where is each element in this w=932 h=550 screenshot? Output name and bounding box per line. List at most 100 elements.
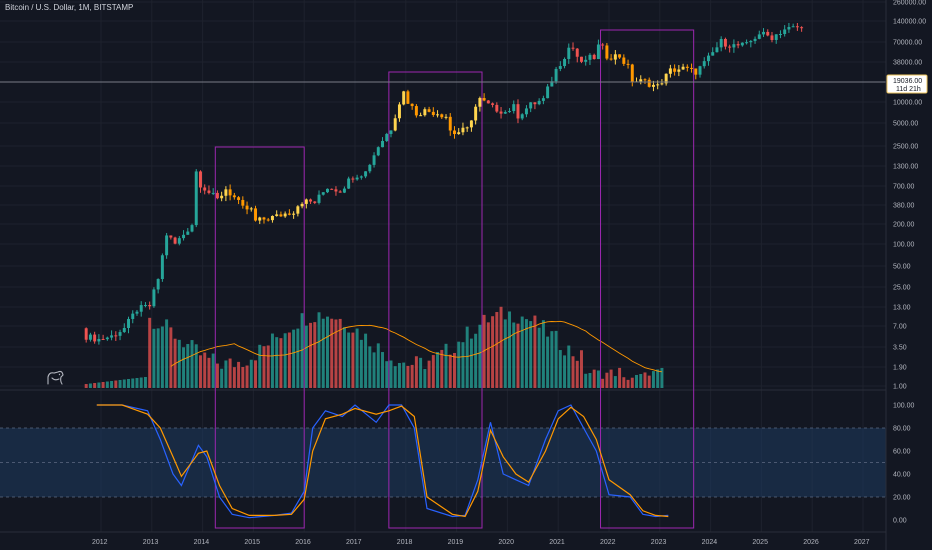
cycle-box[interactable] xyxy=(600,29,695,529)
candle xyxy=(757,30,761,40)
price-tick-label: 380.00 xyxy=(893,203,915,210)
candle xyxy=(127,316,130,334)
candle-body xyxy=(444,116,448,118)
cycle-box[interactable] xyxy=(388,71,483,529)
candle xyxy=(232,192,236,200)
volume-bar xyxy=(622,377,626,388)
price-tick-label: 3.50 xyxy=(893,345,907,352)
candle-body xyxy=(173,237,177,244)
candle xyxy=(563,57,567,69)
price-tag-countdown: 11d 21h xyxy=(896,86,921,93)
candle-body xyxy=(190,225,194,232)
year-tick-label: 2012 xyxy=(92,539,108,546)
stoch-tick-label: 60.00 xyxy=(893,449,911,456)
candle-body xyxy=(364,171,368,177)
candle xyxy=(215,190,219,200)
candle xyxy=(783,25,787,37)
candle-body xyxy=(105,337,109,340)
year-tick-label: 2024 xyxy=(702,539,718,546)
candle xyxy=(512,100,516,114)
volume-bar xyxy=(220,368,224,388)
volume-bar xyxy=(410,364,414,388)
candle xyxy=(173,236,177,245)
price-tag-value: 19036.00 xyxy=(893,78,922,85)
candle-body xyxy=(618,54,622,58)
volume-bar xyxy=(630,377,634,388)
volume-bar xyxy=(495,312,499,388)
candle xyxy=(448,113,452,136)
candle-body xyxy=(275,214,279,216)
candle xyxy=(643,78,647,84)
candle xyxy=(296,205,300,217)
year-tick-label: 2016 xyxy=(295,539,311,546)
candle xyxy=(245,201,249,215)
volume-bar xyxy=(385,361,389,388)
candle xyxy=(685,64,689,72)
time-axis[interactable]: 2012 2013 2014 2015 2016 2017 2018 2019 2020 2021… xyxy=(92,539,870,546)
candle xyxy=(207,185,211,195)
candle xyxy=(135,309,139,316)
volume-bar xyxy=(491,316,495,388)
price-tick-label: 38000.00 xyxy=(893,60,922,67)
candle-body xyxy=(355,177,359,180)
candle xyxy=(673,64,677,76)
candle-body xyxy=(385,133,389,141)
year-tick-label: 2022 xyxy=(600,539,616,546)
candle-body xyxy=(732,44,736,48)
candle-body xyxy=(592,54,596,60)
volume-bar xyxy=(254,360,257,388)
volume-bar xyxy=(478,324,482,388)
price-tick-label: 2500.00 xyxy=(893,144,918,151)
candle xyxy=(588,53,592,65)
candle xyxy=(334,186,338,196)
volume-bar xyxy=(364,333,368,388)
volume-bar xyxy=(431,355,435,388)
candle-body xyxy=(630,64,634,83)
volume-bar xyxy=(114,380,118,388)
tradingview-logo-icon[interactable] xyxy=(47,370,64,385)
candle-body xyxy=(609,58,613,60)
candle xyxy=(465,126,469,132)
price-tag-box xyxy=(886,74,928,94)
candle-body xyxy=(326,188,329,193)
candle-body xyxy=(554,68,558,82)
volume-bar xyxy=(618,367,622,388)
cycle-box[interactable] xyxy=(214,146,305,529)
stoch-tick-label: 80.00 xyxy=(893,426,911,433)
candle xyxy=(292,211,296,219)
candle-body xyxy=(762,31,765,35)
volume-bar xyxy=(537,327,541,388)
candle xyxy=(186,228,190,235)
candle xyxy=(414,104,418,118)
volume-bar xyxy=(359,339,363,388)
candle xyxy=(228,184,232,201)
candle xyxy=(664,73,668,86)
volume-bar xyxy=(342,327,346,388)
volume-bar xyxy=(228,358,232,388)
candle-body xyxy=(84,328,88,340)
volume-bar xyxy=(605,372,609,388)
volume-bar xyxy=(110,381,114,388)
candle xyxy=(698,65,702,78)
price-tick-label: 50.00 xyxy=(893,264,911,271)
candle xyxy=(732,39,736,53)
candle-body xyxy=(656,84,660,86)
candle xyxy=(427,106,431,113)
candle-body xyxy=(778,33,782,35)
candle xyxy=(546,83,550,99)
candle-body xyxy=(330,188,334,190)
candle-body xyxy=(245,205,249,210)
price-axis[interactable]: 260000.00 140000.00 70000.00 38000.00 10000.… xyxy=(885,0,928,550)
stochastic-band xyxy=(0,427,886,498)
candle xyxy=(486,100,490,104)
price-tick-label: 700.00 xyxy=(893,184,915,191)
volume-bar xyxy=(635,374,638,388)
candle-body xyxy=(613,54,617,60)
candle xyxy=(503,110,507,115)
volume-bar xyxy=(351,332,355,388)
candle-body xyxy=(643,79,647,81)
volume-bar xyxy=(656,369,660,388)
candle xyxy=(800,26,804,32)
